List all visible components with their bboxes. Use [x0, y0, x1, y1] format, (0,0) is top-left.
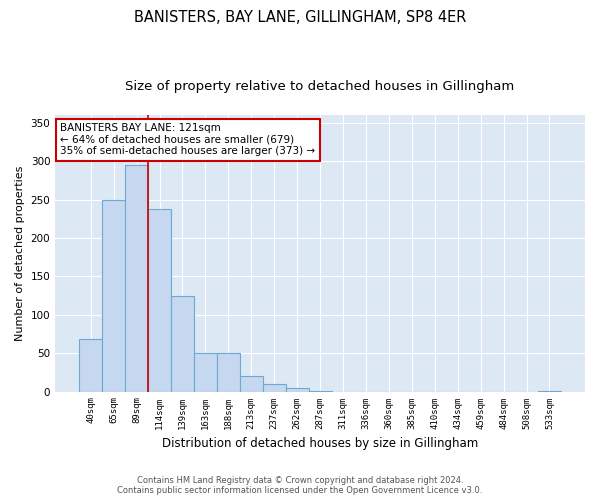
Text: BANISTERS BAY LANE: 121sqm
← 64% of detached houses are smaller (679)
35% of sem: BANISTERS BAY LANE: 121sqm ← 64% of deta…: [61, 124, 316, 156]
Bar: [538, 391, 561, 392]
Bar: [102, 200, 125, 392]
Bar: [125, 165, 148, 392]
Bar: [194, 353, 217, 392]
Bar: [148, 208, 171, 392]
Text: Contains HM Land Registry data © Crown copyright and database right 2024.
Contai: Contains HM Land Registry data © Crown c…: [118, 476, 482, 495]
Title: Size of property relative to detached houses in Gillingham: Size of property relative to detached ho…: [125, 80, 515, 93]
Bar: [171, 296, 194, 392]
Bar: [286, 388, 308, 392]
Bar: [263, 384, 286, 392]
Y-axis label: Number of detached properties: Number of detached properties: [15, 166, 25, 341]
Bar: [217, 353, 240, 392]
X-axis label: Distribution of detached houses by size in Gillingham: Distribution of detached houses by size …: [162, 437, 478, 450]
Bar: [79, 340, 102, 392]
Text: BANISTERS, BAY LANE, GILLINGHAM, SP8 4ER: BANISTERS, BAY LANE, GILLINGHAM, SP8 4ER: [134, 10, 466, 25]
Bar: [308, 391, 332, 392]
Bar: [240, 376, 263, 392]
